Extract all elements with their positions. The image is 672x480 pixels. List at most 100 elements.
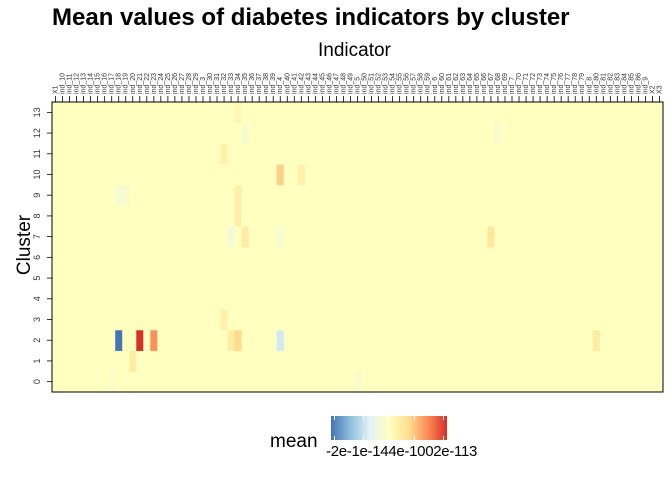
heatmap-cell <box>361 122 369 144</box>
heatmap-cell <box>94 247 102 269</box>
heatmap-cell <box>213 329 221 351</box>
heatmap-cell <box>220 267 228 289</box>
heatmap-cell <box>417 226 425 248</box>
heatmap-cell <box>396 288 404 310</box>
heatmap-cell <box>585 184 594 206</box>
heatmap-cell <box>578 309 587 331</box>
x-tick-label: ind_3 <box>200 77 207 94</box>
heatmap-cell <box>346 247 355 269</box>
heatmap-cell <box>185 329 193 351</box>
heatmap-cell <box>129 247 137 269</box>
heatmap-cell <box>627 143 636 165</box>
heatmap-cell <box>66 350 74 372</box>
heatmap-cell <box>417 267 425 289</box>
x-tick-label: ind_51 <box>369 73 376 94</box>
heatmap-cell <box>297 205 306 227</box>
heatmap-cell <box>339 143 348 165</box>
heatmap-cell <box>522 226 530 248</box>
heatmap-cell <box>529 288 537 310</box>
heatmap-cell <box>150 288 158 310</box>
heatmap-cell <box>325 205 334 227</box>
heatmap-cell <box>494 164 502 186</box>
heatmap-cell <box>101 226 109 248</box>
heatmap-cell <box>318 288 327 310</box>
heatmap-cell <box>73 102 81 124</box>
heatmap-cell <box>592 309 601 331</box>
heatmap-cell <box>353 267 362 289</box>
heatmap-cell <box>396 350 404 372</box>
heatmap-cell <box>73 329 81 351</box>
heatmap-cell <box>129 309 137 331</box>
heatmap-cell <box>396 309 404 331</box>
heatmap-cell <box>466 309 474 331</box>
heatmap-cell <box>564 329 573 351</box>
heatmap-cell <box>543 164 552 186</box>
heatmap-cell <box>627 184 636 206</box>
heatmap-cell <box>473 309 481 331</box>
heatmap-cell <box>501 329 509 351</box>
heatmap-cell <box>353 164 362 186</box>
heatmap-cell <box>459 164 467 186</box>
heatmap-cell <box>515 122 523 144</box>
heatmap-cell <box>241 288 250 310</box>
heatmap-cell <box>515 309 523 331</box>
heatmap-cell <box>290 371 299 393</box>
heatmap-cell <box>550 143 559 165</box>
heatmap-cell <box>115 164 123 186</box>
heatmap-cell <box>66 329 74 351</box>
heatmap-cell <box>424 329 432 351</box>
heatmap-cell <box>606 164 615 186</box>
heatmap-cell <box>52 371 60 393</box>
heatmap-cell <box>339 247 348 269</box>
heatmap-cell <box>473 350 481 372</box>
heatmap-cell <box>613 267 622 289</box>
heatmap-cell <box>550 371 559 393</box>
heatmap-cell <box>403 184 411 206</box>
heatmap-cell <box>375 122 383 144</box>
heatmap-cell <box>459 329 467 351</box>
heatmap-cell <box>515 247 523 269</box>
x-axis-label: Indicator <box>318 40 391 61</box>
heatmap-cell <box>255 247 264 269</box>
heatmap-cell <box>276 329 285 351</box>
heatmap-cell <box>94 102 102 124</box>
heatmap-cell <box>431 371 439 393</box>
heatmap-cell <box>431 143 439 165</box>
heatmap-cell <box>213 164 221 186</box>
heatmap-cell <box>143 329 151 351</box>
heatmap-cell <box>297 247 306 269</box>
heatmap-cell <box>73 309 81 331</box>
heatmap-cell <box>606 309 615 331</box>
heatmap-cell <box>648 247 657 269</box>
heatmap-cell <box>248 350 257 372</box>
heatmap-cell <box>101 164 109 186</box>
heatmap-cell <box>655 371 664 393</box>
heatmap-cell <box>382 102 390 124</box>
heatmap-cell <box>536 247 545 269</box>
heatmap-cell <box>346 205 355 227</box>
heatmap-cell <box>325 184 334 206</box>
heatmap-cell <box>262 205 271 227</box>
y-tick-label: 13 <box>32 107 42 117</box>
heatmap-cell <box>543 122 552 144</box>
heatmap-cell <box>410 267 418 289</box>
heatmap-cell <box>445 247 453 269</box>
heatmap-cell <box>227 122 235 144</box>
heatmap-cell <box>290 267 299 289</box>
heatmap-cell <box>199 164 207 186</box>
heatmap-cell <box>571 371 580 393</box>
heatmap-cell <box>613 122 622 144</box>
heatmap-cell <box>557 102 566 124</box>
heatmap-cell <box>150 184 158 206</box>
heatmap-cell <box>403 267 411 289</box>
heatmap-cell <box>641 288 650 310</box>
heatmap-cell <box>522 267 530 289</box>
x-tick-label: ind_17 <box>109 73 116 94</box>
heatmap-cell <box>220 143 228 165</box>
heatmap-cell <box>150 164 158 186</box>
x-tick-label: ind_28 <box>186 73 193 94</box>
heatmap-cell <box>101 205 109 227</box>
heatmap-cell <box>234 122 243 144</box>
heatmap-cell <box>648 226 657 248</box>
